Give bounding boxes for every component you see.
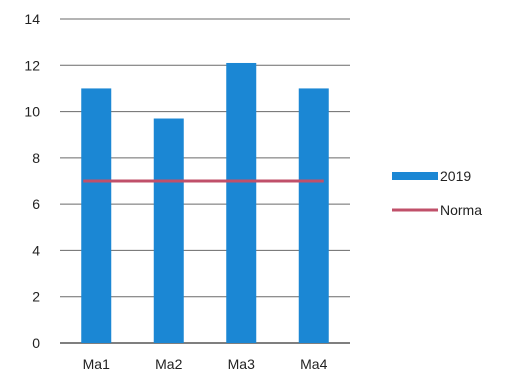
bar-Ma3 [226,62,257,343]
y-tick-label: 0 [32,335,40,351]
x-axis-category-labels: Ma1 Ma2 Ma3 Ma4 [83,356,328,372]
x-tick-label: Ma1 [83,356,110,372]
x-tick-label: Ma4 [300,356,327,372]
y-tick-label: 4 [32,242,40,258]
y-tick-label: 12 [24,57,40,73]
y-tick-label: 8 [32,150,40,166]
legend-swatch-2019 [392,172,438,180]
bar-Ma4 [298,88,329,343]
legend-label-norma: Norma [440,202,482,218]
bar-Ma2 [153,118,184,343]
y-tick-label: 10 [24,104,40,120]
y-axis-tick-labels: 0 2 4 6 8 10 12 14 [24,11,40,351]
legend-label-2019: 2019 [440,168,471,184]
bar-series-2019 [81,62,329,343]
x-tick-label: Ma3 [228,356,255,372]
y-tick-label: 14 [24,11,40,27]
y-tick-label: 2 [32,289,40,305]
legend: 2019 Norma [392,168,482,218]
x-tick-label: Ma2 [155,356,182,372]
bar-Ma1 [81,88,112,343]
y-tick-label: 6 [32,196,40,212]
